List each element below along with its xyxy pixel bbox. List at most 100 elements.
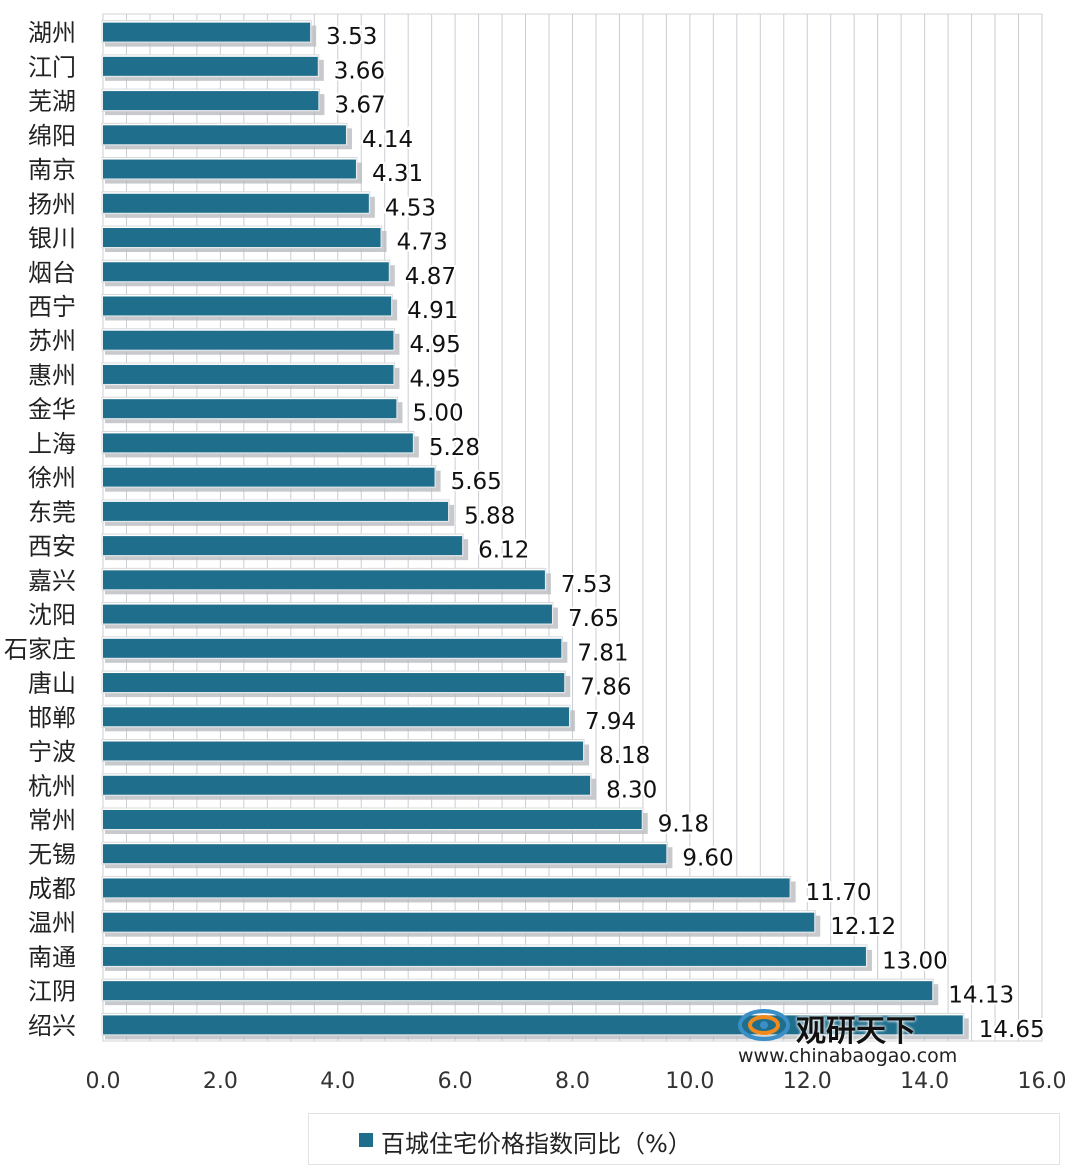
- legend-label: 百城住宅价格指数同比（%）: [381, 1130, 692, 1158]
- category-label: 沈阳: [28, 601, 76, 629]
- bar: [103, 501, 449, 521]
- data-label: 5.88: [464, 503, 515, 529]
- data-label: 4.73: [397, 230, 448, 256]
- data-label: 3.66: [334, 58, 385, 84]
- x-tick-label: 10.0: [665, 1069, 714, 1094]
- category-label: 江门: [28, 53, 76, 81]
- category-label: 西安: [28, 533, 76, 561]
- category-label: 徐州: [28, 464, 76, 492]
- bar: [103, 125, 346, 145]
- data-label: 3.67: [334, 93, 385, 119]
- category-label: 金华: [28, 396, 76, 424]
- watermark-brand: 观研天下: [796, 1014, 916, 1049]
- bar: [103, 91, 319, 111]
- data-label: 5.00: [412, 401, 463, 427]
- data-label: 4.91: [407, 298, 458, 324]
- data-label: 6.12: [478, 538, 529, 564]
- bar: [103, 56, 318, 76]
- category-label: 成都: [28, 875, 76, 903]
- data-label: 14.13: [948, 983, 1014, 1009]
- bar: [103, 844, 667, 864]
- bar: [103, 878, 790, 898]
- data-label: 4.95: [410, 332, 461, 358]
- data-label: 3.53: [326, 24, 377, 50]
- bar: [103, 228, 381, 248]
- legend: 百城住宅价格指数同比（%）: [308, 1113, 1060, 1165]
- bar: [103, 604, 552, 624]
- x-tick-label: 8.0: [555, 1069, 590, 1094]
- bar: [103, 638, 562, 658]
- bar: [103, 1015, 963, 1035]
- bar: [103, 433, 413, 453]
- data-label: 4.14: [362, 127, 413, 153]
- category-label: 宁波: [28, 738, 76, 766]
- data-label: 11.70: [806, 880, 872, 906]
- data-label: 4.87: [405, 264, 456, 290]
- category-label: 苏州: [28, 327, 76, 355]
- category-label: 西宁: [28, 293, 76, 321]
- data-label: 8.30: [606, 777, 657, 803]
- data-label: 5.28: [429, 435, 480, 461]
- bar: [103, 193, 369, 213]
- category-label: 杭州: [28, 772, 76, 800]
- data-label: 4.95: [410, 366, 461, 392]
- category-label: 东莞: [28, 498, 76, 526]
- bar: [103, 262, 389, 282]
- watermark: 观研天下 www.chinabaogao.com: [738, 1002, 978, 1072]
- data-label: 4.53: [385, 195, 436, 221]
- bar: [103, 536, 463, 556]
- x-tick-label: 0.0: [86, 1069, 121, 1094]
- bar: [103, 981, 933, 1001]
- bar: [103, 364, 394, 384]
- x-tick-label: 12.0: [783, 1069, 832, 1094]
- category-label: 石家庄: [4, 635, 76, 663]
- bar: [103, 330, 394, 350]
- bar: [103, 912, 815, 932]
- category-label: 绵阳: [28, 122, 76, 150]
- legend-swatch: [359, 1133, 373, 1147]
- brand-logo-icon: [738, 1009, 790, 1041]
- bar: [103, 741, 584, 761]
- bar: [103, 707, 569, 727]
- category-label: 常州: [28, 806, 76, 834]
- category-label: 烟台: [28, 259, 76, 287]
- category-label: 嘉兴: [28, 567, 76, 595]
- category-label: 邯郸: [28, 704, 76, 732]
- x-tick-label: 2.0: [203, 1069, 238, 1094]
- bar: [103, 809, 642, 829]
- category-label: 温州: [28, 909, 76, 937]
- data-label: 13.00: [882, 948, 948, 974]
- category-label: 南通: [28, 943, 76, 971]
- category-label: 江阴: [28, 978, 76, 1006]
- category-label: 芜湖: [28, 88, 76, 116]
- data-label: 14.65: [979, 1017, 1045, 1043]
- category-label: 扬州: [28, 190, 76, 218]
- data-label: 8.18: [599, 743, 650, 769]
- category-label: 无锡: [28, 841, 76, 869]
- data-label: 12.12: [830, 914, 896, 940]
- bar: [103, 775, 591, 795]
- bar: [103, 570, 545, 590]
- data-label: 5.65: [451, 469, 502, 495]
- bar: [103, 296, 392, 316]
- bar: [103, 159, 356, 179]
- category-label: 上海: [28, 430, 76, 458]
- data-label: 9.18: [658, 811, 709, 837]
- data-label: 7.53: [561, 572, 612, 598]
- category-label: 唐山: [28, 670, 76, 698]
- watermark-site: www.chinabaogao.com: [738, 1045, 958, 1067]
- bar: [103, 946, 866, 966]
- x-tick-label: 4.0: [320, 1069, 355, 1094]
- category-label: 银川: [28, 225, 76, 253]
- bar: [103, 22, 311, 42]
- x-tick-label: 16.0: [1018, 1069, 1067, 1094]
- x-tick-label: 14.0: [900, 1069, 949, 1094]
- data-label: 7.81: [577, 640, 628, 666]
- bar: [103, 467, 435, 487]
- data-label: 4.31: [372, 161, 423, 187]
- category-label: 绍兴: [28, 1012, 76, 1040]
- category-label: 湖州: [28, 19, 76, 47]
- bar: [103, 399, 397, 419]
- category-label: 惠州: [28, 361, 76, 389]
